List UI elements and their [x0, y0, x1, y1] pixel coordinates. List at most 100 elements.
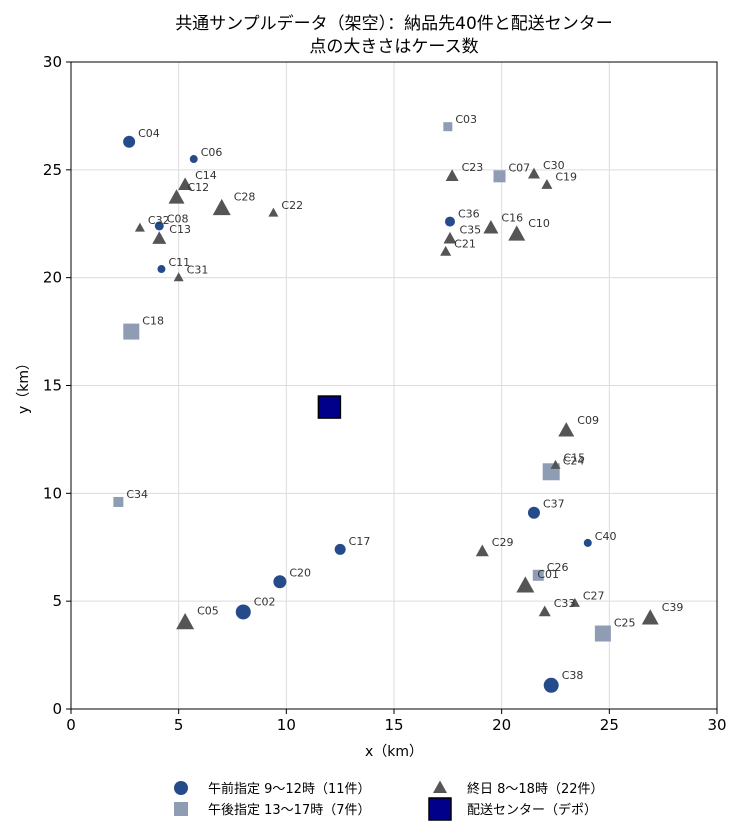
customer-marker-c40	[583, 538, 592, 547]
point-label: C12	[188, 181, 210, 194]
point-label: C19	[555, 170, 577, 183]
customer-marker-c01	[516, 576, 535, 593]
point-label: C08	[167, 212, 189, 225]
customer-marker-c14	[178, 177, 193, 190]
point-label: C38	[562, 669, 584, 682]
y-tick-label: 10	[43, 484, 62, 502]
customer-marker-c33	[538, 605, 551, 617]
point-label: C03	[455, 113, 477, 126]
customer-marker-c38	[543, 677, 559, 693]
point-label: C01	[537, 568, 559, 581]
legend-marker	[433, 780, 447, 794]
customer-marker-c16	[483, 219, 499, 234]
legend-entry-label: 配送センター（デポ）	[467, 802, 597, 818]
legend-entry-label: 午後指定 13〜17時（7件）	[208, 803, 371, 818]
point-label: C39	[662, 601, 684, 614]
customer-marker-c27	[569, 597, 580, 607]
customer-marker-c34	[113, 496, 124, 507]
customer-marker-c22	[268, 207, 279, 217]
x-tick-label: 10	[277, 716, 296, 734]
legend: 午前指定 9〜12時（11件） 午後指定 13〜17時（7件） 終日 8〜18時（2…	[174, 780, 604, 821]
legend-marker	[428, 797, 452, 821]
point-label: C28	[234, 191, 256, 204]
point-label: C31	[187, 264, 209, 277]
point-label: C16	[501, 212, 523, 225]
chart-title-line1: 共通サンプルデータ（架空）：納品先40件と配送センター	[175, 13, 613, 34]
point-label: C33	[554, 597, 576, 610]
point-label: C13	[169, 223, 191, 236]
point-label: C10	[528, 217, 550, 230]
customer-marker-c18	[123, 323, 140, 340]
y-tick-label: 5	[52, 592, 62, 610]
customer-marker-c17	[334, 543, 346, 555]
y-tick-label: 15	[43, 377, 62, 395]
point-label: C09	[577, 414, 599, 427]
legend-entry-label: 終日 8〜18時（22件）	[467, 781, 604, 797]
point-label: C32	[148, 214, 170, 227]
depot-marker	[317, 395, 342, 419]
point-label: C06	[201, 146, 223, 159]
customer-marker-c05	[176, 613, 195, 630]
point-label: C36	[458, 208, 480, 221]
y-tick-label: 25	[43, 161, 62, 179]
point-label: C17	[349, 535, 371, 548]
point-label: C30	[543, 159, 565, 172]
legend-entry-label: 午前指定 9〜12時（11件）	[208, 781, 371, 797]
customer-marker-c31	[173, 272, 184, 282]
customer-marker-c06	[189, 155, 198, 164]
customer-marker-c11	[157, 265, 166, 274]
point-label: C27	[583, 589, 605, 602]
customer-marker-c07	[493, 170, 506, 183]
point-label: C24	[563, 454, 585, 467]
customer-marker-c21	[440, 245, 452, 256]
customer-marker-c35	[443, 231, 457, 244]
point-label: C26	[547, 561, 569, 574]
x-tick-label: 5	[174, 716, 184, 734]
customer-marker-c09	[558, 422, 575, 437]
chart-title-line2: 点の大きさはケース数	[309, 37, 478, 57]
y-tick-label: 0	[52, 700, 62, 718]
customer-marker-c26	[532, 569, 544, 581]
customer-marker-c29	[475, 544, 489, 557]
customer-marker-c25	[594, 625, 611, 642]
customer-marker-c20	[273, 575, 287, 589]
legend-marker	[174, 781, 188, 795]
point-label: C18	[142, 315, 164, 328]
customer-marker-c10	[508, 225, 526, 241]
customer-marker-c03	[443, 122, 453, 132]
point-label: C21	[454, 237, 476, 250]
customer-marker-c15	[550, 459, 561, 469]
point-label: C22	[281, 199, 303, 212]
customer-marker-c37	[527, 506, 540, 519]
point-label: C25	[614, 617, 636, 630]
customer-marker-c36	[444, 216, 455, 227]
customer-marker-c08	[154, 221, 164, 231]
legend-marker	[174, 802, 188, 816]
customer-marker-c13	[152, 231, 167, 244]
customer-marker-c19	[541, 178, 553, 189]
customer-marker-c28	[212, 198, 231, 216]
point-label: C14	[195, 169, 217, 182]
customer-marker-c02	[235, 604, 251, 620]
x-axis-label: x（km）	[365, 744, 423, 760]
axis-ticks: 0 5 10 15 20 25 30 0 5 10 15 20 25 30	[43, 53, 727, 734]
x-tick-label: 0	[66, 716, 76, 734]
x-tick-label: 15	[384, 716, 403, 734]
x-tick-label: 30	[707, 716, 726, 734]
point-label: C02	[254, 595, 276, 608]
customer-marker-c30	[527, 167, 540, 179]
customer-marker-c04	[123, 135, 136, 148]
data-points: C04 C06 C08 C11 C36 C37 C40 C17 C20 C02 C38 C03 C07 C…	[113, 113, 683, 693]
point-label: C07	[509, 161, 531, 174]
point-label: C04	[138, 127, 160, 140]
point-label: C40	[595, 530, 617, 543]
customer-marker-c23	[445, 169, 459, 181]
x-tick-label: 20	[492, 716, 511, 734]
customer-marker-c12	[168, 189, 185, 204]
y-tick-label: 20	[43, 269, 62, 287]
y-tick-label: 30	[43, 53, 62, 71]
point-label: C35	[459, 223, 481, 236]
grid-lines	[70, 61, 718, 710]
point-label: C20	[289, 566, 311, 579]
